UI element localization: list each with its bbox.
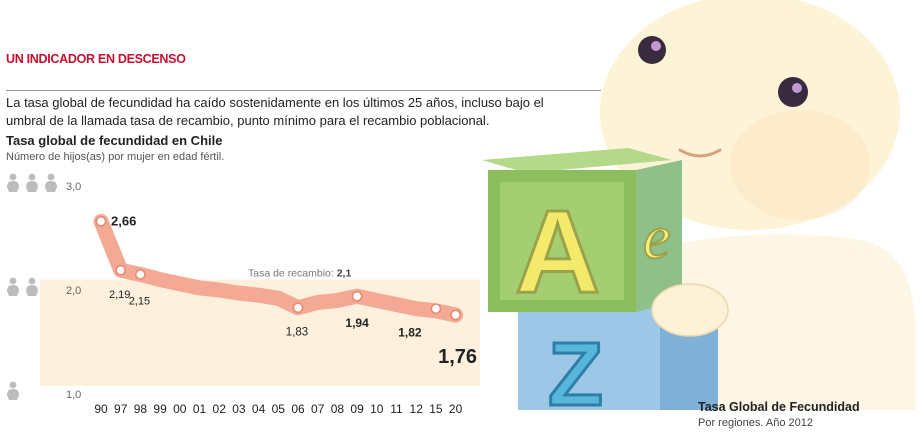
data-label: 2,15 [129, 295, 150, 307]
data-point [450, 309, 461, 321]
person-icon [7, 173, 19, 192]
x-tick-label: 97 [114, 402, 128, 416]
y-tick-label: 1,0 [66, 389, 81, 401]
person-icon [7, 381, 19, 400]
x-tick-label: 05 [272, 402, 286, 416]
block-z-letter: Z [548, 325, 603, 425]
data-point [115, 264, 127, 276]
series-line [93, 213, 464, 323]
child-mouth [678, 148, 722, 158]
data-label: 1,83 [286, 327, 308, 339]
data-point [134, 268, 146, 280]
x-tick-label: 15 [429, 402, 443, 416]
block-a-side [636, 160, 682, 312]
data-label: 2,19 [109, 289, 130, 301]
y-tick-label: 2,0 [66, 285, 81, 297]
person-icon [7, 277, 19, 296]
person-head [28, 173, 36, 181]
side-chart-subtitle: Por regiones. Año 2012 [698, 417, 813, 429]
x-tick-label: 08 [331, 402, 345, 416]
intro-text: La tasa global de fecundidad ha caído so… [6, 95, 544, 128]
data-point [95, 215, 107, 227]
data-point [430, 303, 442, 315]
person-head [9, 277, 17, 285]
person-head [28, 277, 36, 285]
block-a-top [482, 148, 672, 173]
data-label: 1,82 [398, 326, 422, 340]
kicker-title: UN INDICADOR EN DESCENSO [6, 52, 186, 66]
child-eye-left-highlight [651, 41, 661, 51]
child-eye-right-highlight [792, 83, 802, 93]
x-tick-label: 03 [232, 402, 246, 416]
x-tick-label: 00 [173, 402, 187, 416]
replacement-rate-label: Tasa de recambio: 2,1 [248, 268, 351, 280]
x-tick-label: 20 [449, 402, 463, 416]
x-tick-label: 12 [410, 402, 424, 416]
x-tick-label: 06 [291, 402, 305, 416]
person-body [26, 285, 38, 296]
x-tick-label: 98 [134, 402, 148, 416]
x-tick-label: 01 [193, 402, 207, 416]
person-icon [26, 277, 38, 296]
data-label: 1,94 [345, 316, 369, 330]
y-tick-label: 3,0 [66, 181, 81, 193]
data-point [351, 290, 363, 302]
x-tick-label: 02 [213, 402, 227, 416]
chart-subtitle: Número de hijos(as) por mujer en edad fé… [6, 151, 225, 163]
x-tick-label: 11 [390, 402, 403, 416]
child-hand [651, 283, 729, 337]
person-body [45, 181, 57, 192]
person-head [47, 173, 55, 181]
data-label: 1,76 [438, 346, 477, 368]
person-body [26, 181, 38, 192]
x-tick-label: 04 [252, 402, 266, 416]
person-head [9, 381, 17, 389]
x-tick-label: 90 [94, 402, 108, 416]
person-icon [26, 173, 38, 192]
x-tick-label: 10 [370, 402, 384, 416]
data-label: 2,66 [111, 213, 136, 228]
x-tick-label: 07 [311, 402, 325, 416]
block-z [518, 298, 678, 410]
person-body [7, 389, 19, 400]
block-e-letter: e [643, 204, 671, 272]
block-a-letter: A [515, 186, 600, 318]
person-head [9, 173, 17, 181]
chart-title: Tasa global de fecundidad en Chile [6, 133, 223, 148]
person-icon [45, 173, 57, 192]
divider [6, 90, 601, 91]
data-point [292, 302, 304, 314]
person-body [7, 285, 19, 296]
child-cheek [730, 110, 870, 220]
side-chart-title: Tasa Global de Fecundidad [698, 400, 860, 414]
block-a-face [500, 182, 624, 300]
x-tick-label: 09 [350, 402, 364, 416]
x-tick-label: 99 [153, 402, 167, 416]
person-body [7, 181, 19, 192]
